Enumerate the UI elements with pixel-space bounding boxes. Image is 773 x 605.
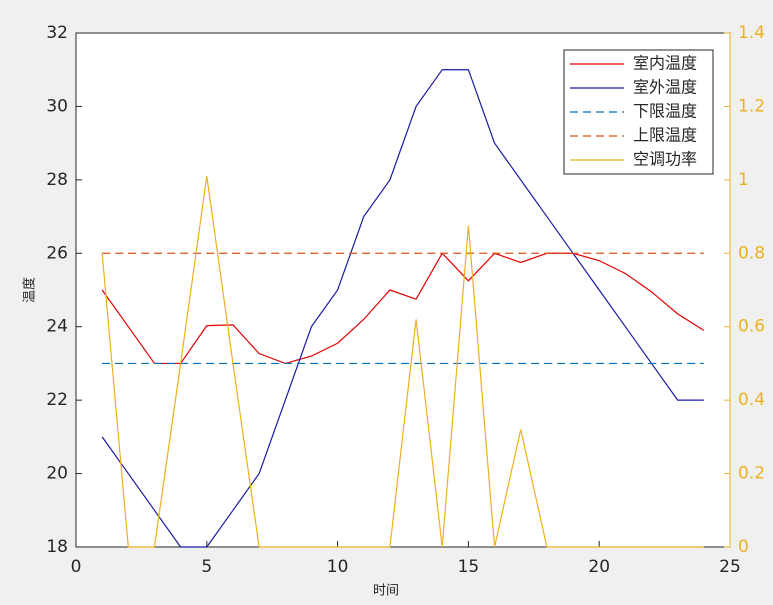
x-tick-label: 25 xyxy=(719,557,741,577)
y2-tick-label: 1.4 xyxy=(738,23,765,43)
x-tick-label: 0 xyxy=(71,557,82,577)
y2-tick-label: 0 xyxy=(738,537,749,557)
x-tick-label: 10 xyxy=(327,557,349,577)
series-line xyxy=(101,252,705,365)
y-tick-label: 32 xyxy=(46,23,68,43)
legend-label: 上限温度 xyxy=(633,126,697,145)
y2-tick-label: 0.8 xyxy=(738,243,765,263)
legend-label: 下限温度 xyxy=(633,102,697,121)
y-tick-label: 22 xyxy=(46,390,68,410)
y-tick-label: 24 xyxy=(46,317,68,337)
x-tick-label: 15 xyxy=(458,557,480,577)
y-tick-label: 30 xyxy=(46,96,68,116)
y-tick-label: 18 xyxy=(46,537,68,557)
y2-tick-label: 1.2 xyxy=(738,96,765,116)
x-tick-label: 20 xyxy=(588,557,610,577)
x-axis-label: 时间 xyxy=(373,584,399,599)
y-tick-label: 20 xyxy=(46,464,68,484)
y2-tick-label: 0.6 xyxy=(738,317,765,337)
y-axis-label: 温度 xyxy=(22,277,38,303)
series-line xyxy=(101,176,704,548)
legend-label: 空调功率 xyxy=(633,150,697,169)
y-tick-label: 26 xyxy=(46,243,68,263)
series-line xyxy=(101,69,704,548)
y2-tick-label: 0.2 xyxy=(738,464,765,484)
y2-tick-label: 0.4 xyxy=(738,390,765,410)
y2-tick-label: 1 xyxy=(738,170,749,190)
legend-label: 室内温度 xyxy=(633,54,697,73)
y-tick-label: 28 xyxy=(46,170,68,190)
legend-label: 室外温度 xyxy=(633,78,697,97)
x-tick-label: 5 xyxy=(201,557,212,577)
